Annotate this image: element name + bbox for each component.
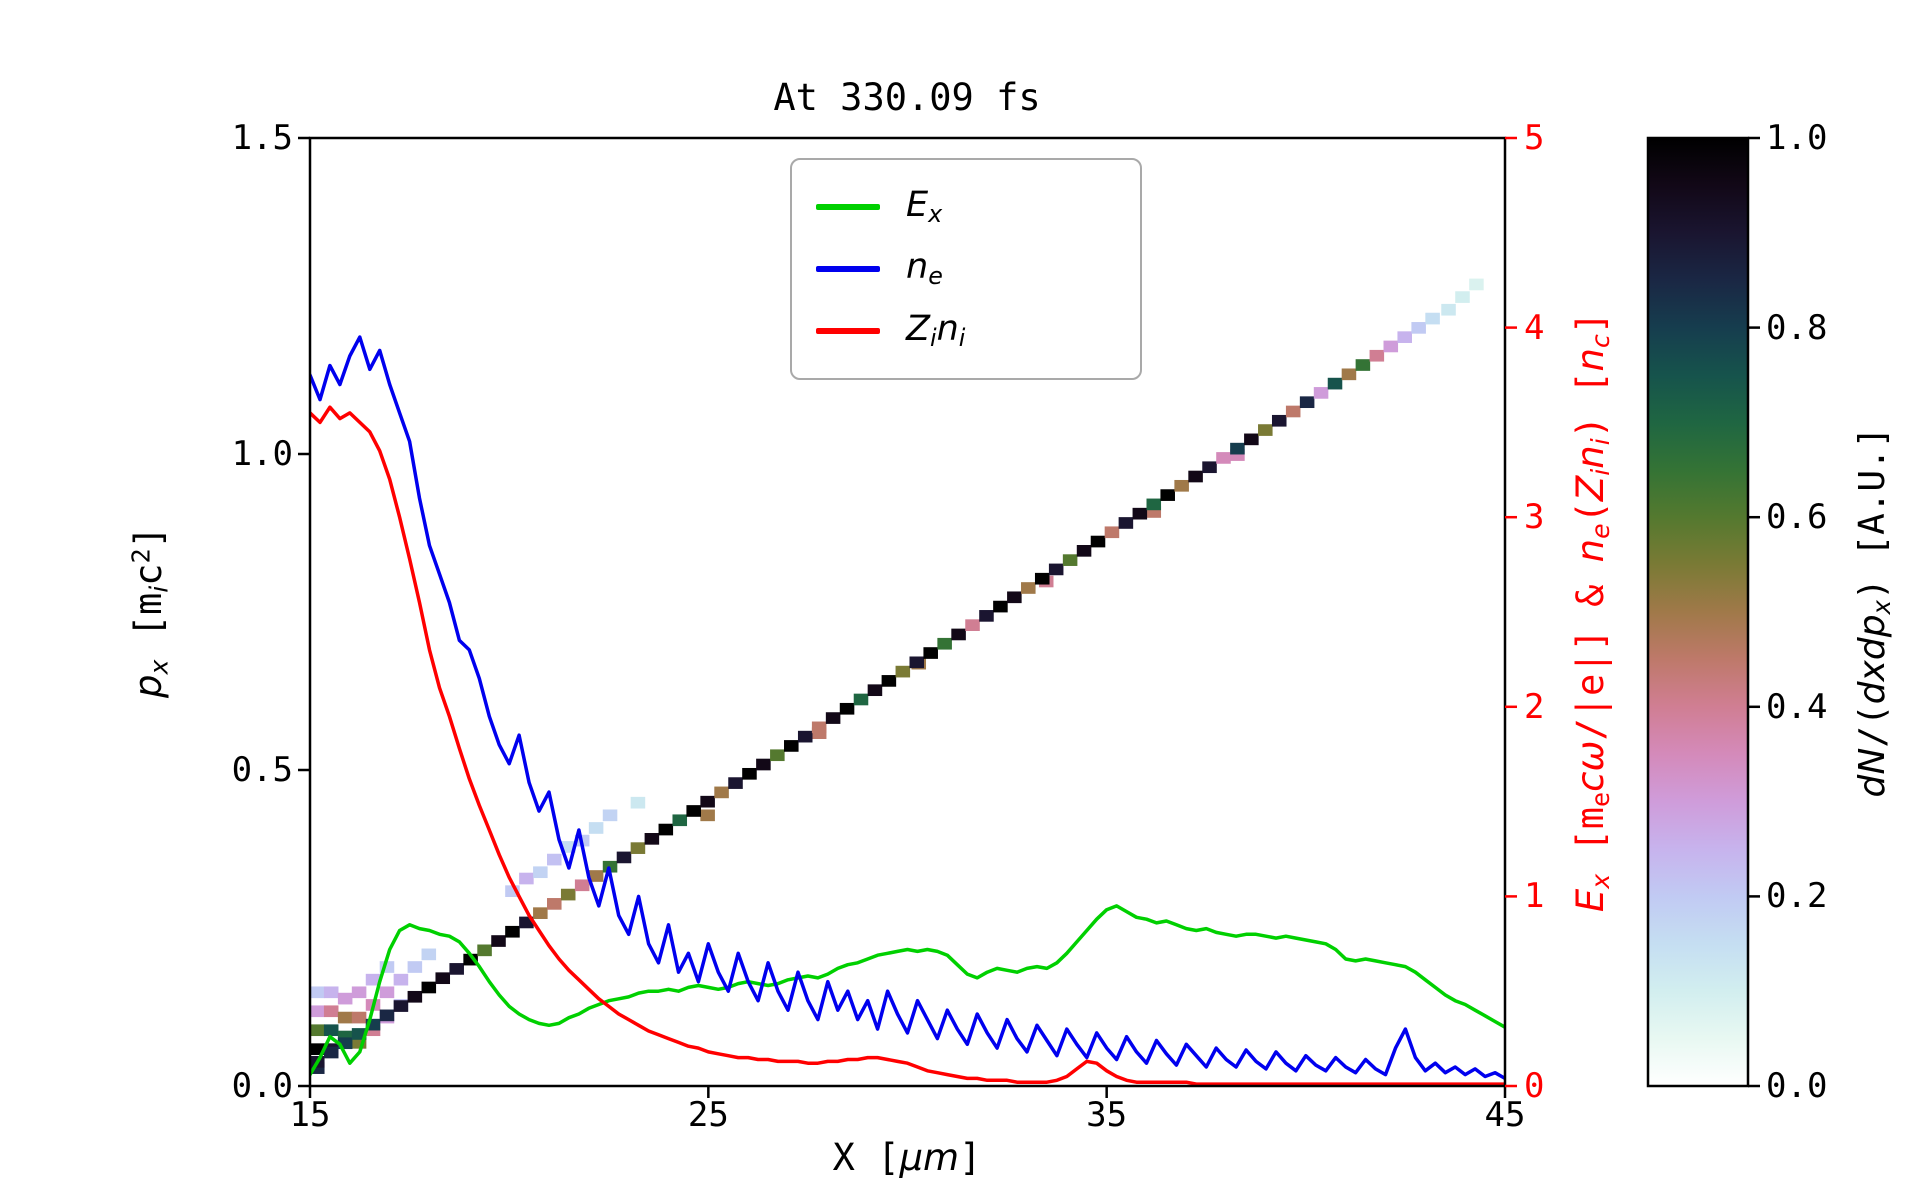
- text-segment: ) [: [1568, 371, 1612, 439]
- legend-label: ne: [906, 247, 943, 290]
- text-segment: dN: [1851, 747, 1893, 798]
- text-segment: i: [1586, 468, 1616, 476]
- text-segment: x: [928, 200, 943, 229]
- text-segment: n: [936, 309, 959, 350]
- y-axis-label-right: Ex [mecω/|e|] & ne(Zini) [nc]: [1569, 312, 1615, 912]
- legend-line-sample: [816, 204, 880, 210]
- text-segment: n: [1568, 538, 1612, 563]
- x-tick-label: 35: [1086, 1095, 1128, 1135]
- series-Zini: [310, 405, 1505, 1086]
- y-axis-label-left: px [mic2]: [127, 526, 174, 698]
- text-segment: ]: [959, 1136, 982, 1179]
- phase-space-heatmap: [310, 278, 1484, 1074]
- y-left-tick-label: 0.5: [231, 750, 293, 790]
- text-segment: x: [1867, 599, 1897, 615]
- series-Ex: [310, 904, 1505, 1077]
- y-left-tick-label: 1.5: [231, 118, 293, 158]
- text-segment: n: [1568, 445, 1612, 469]
- y-left-tick-label: 1.0: [231, 434, 293, 474]
- y-right-tick-label: 1: [1524, 876, 1545, 917]
- x-tick-label: 45: [1484, 1095, 1526, 1135]
- text-segment: [m: [1568, 807, 1612, 874]
- colorbar-label: dN/(dxdpx) [A.U.]: [1852, 427, 1896, 798]
- text-segment: x: [144, 659, 174, 675]
- legend-item-Ex: Ex: [802, 176, 1130, 238]
- x-tick-label: 15: [289, 1095, 331, 1135]
- text-segment: [m: [127, 592, 171, 660]
- colorbar-tick-label: 0.0: [1766, 1066, 1828, 1106]
- colorbar-tick-label: 0.2: [1766, 876, 1828, 917]
- text-segment: e: [1586, 791, 1616, 808]
- y-right-tick-label: 3: [1524, 497, 1545, 538]
- legend-line-sample: [816, 328, 880, 334]
- y-right-tick-label: 0: [1524, 1066, 1545, 1106]
- text-segment: Z: [906, 309, 930, 350]
- text-segment: i: [144, 585, 174, 593]
- text-segment: μm: [899, 1136, 960, 1179]
- y-right-tick-label: 2: [1524, 686, 1545, 727]
- colorbar-gradient: [1648, 138, 1748, 1086]
- colorbar-tick-label: 0.4: [1766, 686, 1828, 727]
- legend-line-sample: [816, 266, 880, 272]
- series-ne: [310, 335, 1505, 1081]
- line-series: [310, 335, 1505, 1086]
- y-left-tick-label: 0.0: [231, 1066, 293, 1106]
- x-axis-label: X [μm]: [833, 1136, 982, 1179]
- text-segment: dxdp: [1851, 614, 1893, 705]
- text-segment: i: [1586, 438, 1616, 446]
- text-segment: c: [127, 563, 171, 586]
- text-segment: i: [958, 324, 966, 353]
- legend-label: Zini: [906, 309, 965, 352]
- text-segment: X [: [832, 1136, 900, 1179]
- legend-item-ne: ne: [802, 238, 1130, 300]
- colorbar-tick-label: 1.0: [1766, 118, 1828, 158]
- text-segment: n: [906, 247, 929, 288]
- text-segment: p: [127, 674, 171, 698]
- text-segment: ω: [1568, 740, 1612, 772]
- colorbar-tick-label: 0.6: [1766, 497, 1828, 538]
- text-segment: c: [1568, 771, 1612, 792]
- plot-title: At 330.09 fs: [773, 76, 1041, 119]
- y-right-tick-label: 5: [1524, 118, 1545, 158]
- text-segment: /(: [1851, 704, 1893, 748]
- text-segment: 2: [126, 548, 156, 564]
- text-segment: i: [929, 324, 937, 353]
- text-segment: n: [1568, 348, 1612, 372]
- colorbar-frame: [1646, 136, 1750, 1088]
- colorbar-tick-label: 0.8: [1766, 307, 1828, 348]
- text-segment: ]: [127, 526, 171, 549]
- text-segment: e: [928, 262, 943, 291]
- text-segment: ): [1851, 578, 1893, 600]
- x-tick-label: 25: [687, 1095, 729, 1135]
- legend: Ex ne Zini: [790, 158, 1142, 380]
- text-segment: E: [906, 185, 929, 226]
- legend-item-Zini: Zini: [802, 300, 1130, 362]
- y-right-tick-label: 4: [1524, 307, 1545, 348]
- text-segment: [A.U.]: [1851, 426, 1893, 579]
- legend-label: Ex: [906, 185, 942, 228]
- axes-frame: [308, 136, 1507, 1088]
